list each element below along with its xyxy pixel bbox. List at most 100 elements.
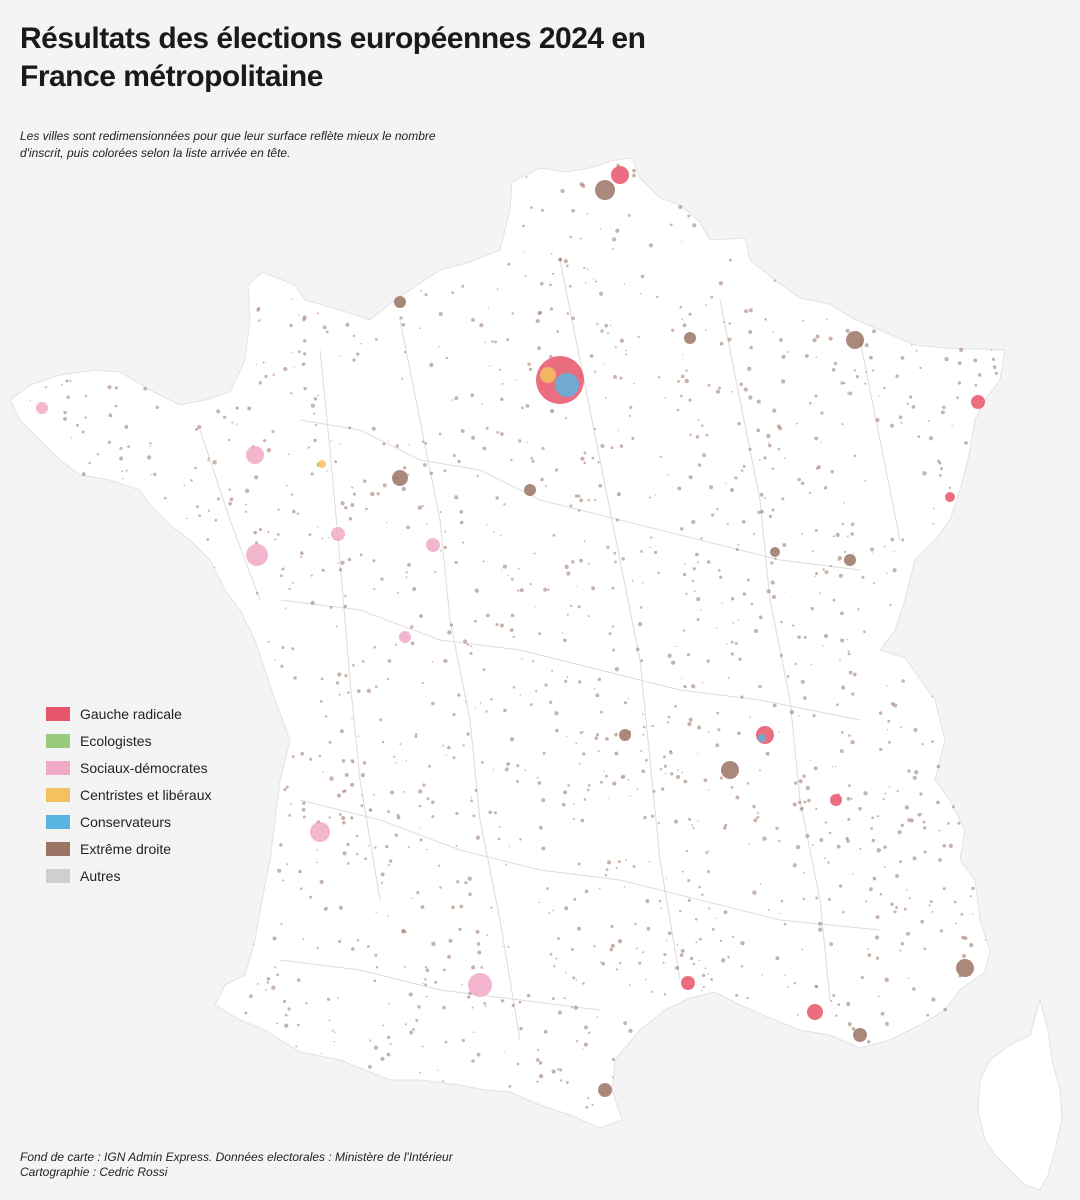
commune-dot [467,995,471,999]
commune-dot [320,1052,323,1054]
commune-dot [802,774,806,778]
commune-dot [577,494,581,498]
commune-dot [474,707,476,709]
commune-dot [810,606,815,611]
commune-dot [737,731,741,736]
commune-dot [931,911,934,913]
commune-dot [794,662,797,666]
commune-dot [727,677,730,679]
commune-dot [893,551,895,553]
commune-dot [350,947,355,951]
commune-dot [640,749,643,752]
commune-dot [583,798,587,801]
commune-dot [941,410,945,415]
commune-dot [424,966,428,969]
commune-dot [329,605,333,609]
commune-dot [604,396,607,399]
commune-dot [992,365,997,369]
commune-dot [848,670,853,675]
commune-dot [802,319,804,322]
commune-dot [648,243,654,248]
commune-dot [691,579,695,583]
commune-dot [909,395,913,399]
commune-dot [360,342,363,345]
commune-dot [443,469,447,473]
city-marker [318,460,326,468]
commune-dot [451,291,454,295]
corsica [977,998,1063,1191]
commune-dot [121,470,124,472]
commune-dot [524,275,527,277]
commune-dot [621,557,625,561]
commune-dot [694,917,698,921]
commune-dot [499,534,502,537]
commune-dot [665,878,667,880]
commune-dot [632,173,636,178]
commune-dot [759,492,764,497]
commune-dot [797,800,802,805]
commune-dot [624,353,627,356]
commune-dot [886,685,888,687]
commune-dot [417,1005,421,1009]
commune-dot [719,939,723,942]
commune-dot [749,716,752,719]
commune-dot [889,423,894,428]
commune-dot [848,784,851,787]
commune-dot [609,324,612,327]
commune-dot [492,769,495,771]
department-borders [199,259,901,1041]
commune-dot [556,1068,560,1071]
city-marker [756,726,774,744]
commune-dot [245,503,247,506]
commune-dot [551,669,554,672]
commune-dot [297,1023,300,1027]
commune-dot [753,628,759,634]
commune-dot [931,740,934,743]
commune-dot [300,887,303,890]
commune-dot [577,509,581,512]
commune-dot [258,528,263,532]
city-marker [468,973,492,997]
commune-dot [584,889,589,894]
commune-dot [867,948,870,950]
commune-dot [583,540,586,543]
commune-dot [649,546,651,549]
commune-dot [262,361,265,364]
city-marker [758,734,766,742]
commune-dot [974,383,978,387]
commune-dot [734,476,738,480]
commune-dot [522,224,525,228]
commune-dot [527,362,531,366]
commune-dot [490,906,493,909]
commune-dot [824,821,828,824]
commune-dot [521,406,524,410]
commune-dot [771,508,775,512]
commune-dot [662,961,665,964]
commune-dot [344,505,348,510]
commune-dot [684,686,687,689]
commune-dot [114,404,118,408]
commune-dot [704,967,707,970]
legend-item: Gauche radicale [46,700,212,727]
commune-dot [319,879,324,885]
commune-dot [285,785,289,789]
commune-dot [858,807,862,811]
commune-dot [333,1031,336,1033]
credits: Fond de carte : IGN Admin Express. Donné… [20,1150,453,1180]
commune-dot [865,370,868,373]
commune-dot [660,787,665,791]
commune-dot [838,884,843,888]
commune-dot [959,347,964,352]
commune-dot [812,337,817,343]
legend-label: Autres [80,867,121,884]
commune-dot [746,996,749,1000]
commune-dot [276,1022,279,1025]
city-marker [945,492,955,502]
legend-label: Extrême droite [80,840,172,857]
commune-dot [374,685,378,688]
commune-dot [689,433,692,436]
commune-dot [401,486,406,492]
commune-dot [512,686,516,689]
commune-dot [564,906,569,911]
commune-dot [595,733,600,737]
